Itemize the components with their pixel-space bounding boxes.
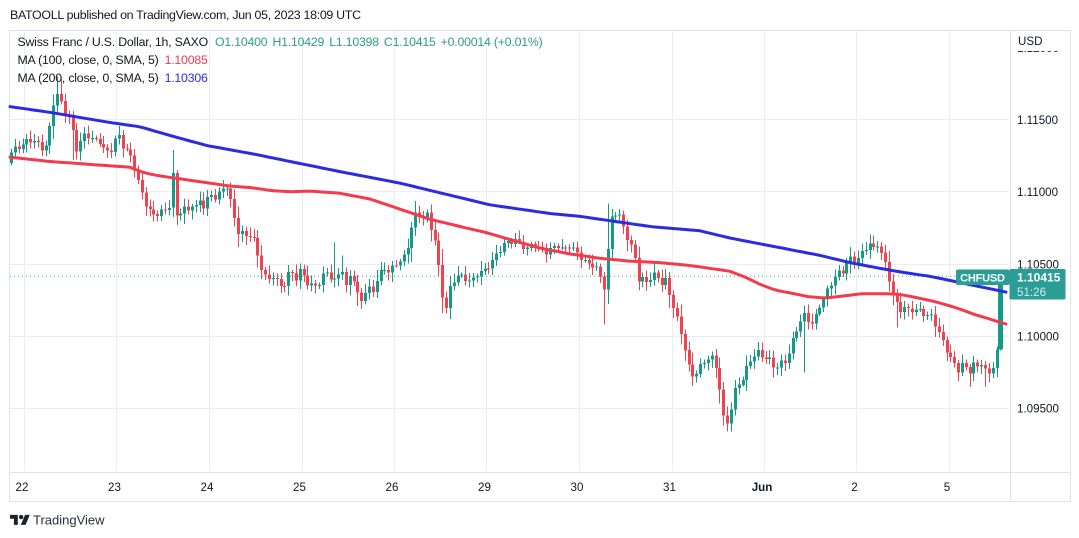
svg-text:1.09500: 1.09500 — [1017, 403, 1059, 416]
svg-text:1.11500: 1.11500 — [1017, 114, 1058, 127]
svg-text:29: 29 — [478, 481, 491, 494]
svg-text:22: 22 — [16, 481, 29, 494]
svg-text:25: 25 — [293, 481, 306, 494]
svg-text:24: 24 — [201, 481, 214, 494]
svg-text:TradingView: TradingView — [33, 513, 105, 528]
svg-text:USD: USD — [1018, 35, 1042, 48]
svg-text:Jun: Jun — [752, 481, 773, 494]
svg-text:23: 23 — [108, 481, 121, 494]
svg-text:30: 30 — [571, 481, 584, 494]
svg-text:2: 2 — [851, 481, 857, 494]
svg-text:5: 5 — [944, 481, 950, 494]
svg-text:31: 31 — [663, 481, 676, 494]
svg-text:MA (100, close, 0, SMA, 5)1.10: MA (100, close, 0, SMA, 5) 1.10085 — [18, 53, 208, 67]
svg-text:1.10500: 1.10500 — [1017, 258, 1059, 271]
svg-text:BATOOLL published on TradingVi: BATOOLL published on TradingView.com, Ju… — [10, 8, 361, 22]
svg-text:51:26: 51:26 — [1017, 286, 1046, 299]
svg-text:MA (200, close, 0, SMA, 5)1.10: MA (200, close, 0, SMA, 5) 1.10306 — [18, 71, 208, 85]
svg-text:Swiss Franc / U.S. Dollar, 1h,: Swiss Franc / U.S. Dollar, 1h, SAXO O1.10… — [18, 35, 543, 49]
svg-text:1.11000: 1.11000 — [1017, 186, 1058, 199]
svg-text:1.10000: 1.10000 — [1017, 331, 1059, 344]
svg-text:1.10415: 1.10415 — [1017, 271, 1061, 285]
svg-text:CHFUSD: CHFUSD — [960, 272, 1005, 284]
svg-text:26: 26 — [386, 481, 399, 494]
